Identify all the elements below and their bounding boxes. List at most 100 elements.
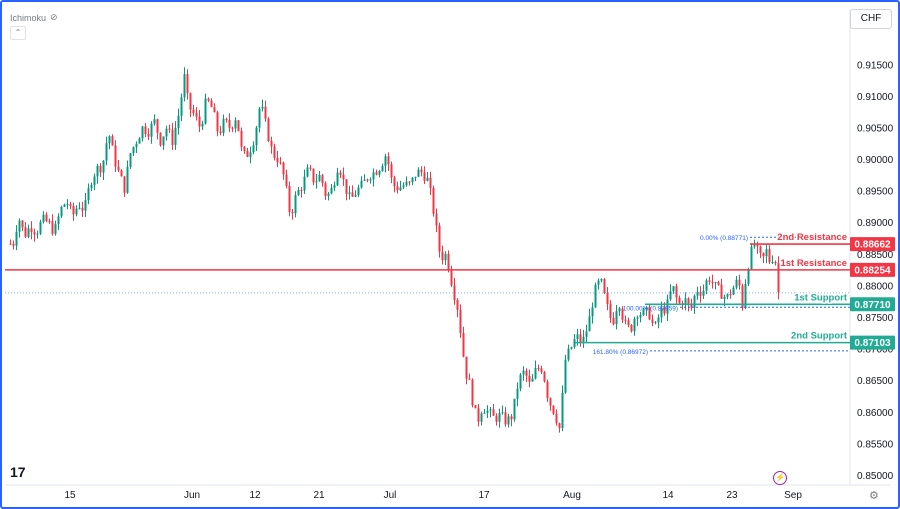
indicator-legend[interactable]: Ichimoku ⊘ bbox=[10, 12, 58, 23]
candle-body bbox=[594, 284, 597, 308]
level-price-tag bbox=[850, 335, 895, 350]
candle-body bbox=[195, 113, 198, 117]
candle-body bbox=[375, 172, 378, 175]
y-tick-label: 0.87500 bbox=[857, 313, 894, 324]
candle-body bbox=[702, 290, 705, 296]
eye-off-icon[interactable]: ⊘ bbox=[50, 12, 58, 22]
candle-body bbox=[105, 143, 108, 161]
candle-body bbox=[435, 213, 438, 226]
candle-body bbox=[363, 179, 366, 181]
candle-body bbox=[18, 220, 21, 232]
candle-body bbox=[747, 269, 750, 284]
candle-body bbox=[216, 112, 219, 132]
candle-body bbox=[759, 246, 762, 253]
candle-body bbox=[450, 269, 453, 286]
currency-button[interactable]: CHF bbox=[850, 9, 892, 29]
candle-body bbox=[543, 372, 546, 382]
candle-body bbox=[618, 308, 621, 312]
candle-body bbox=[468, 378, 471, 380]
candle-body bbox=[492, 409, 495, 416]
candle-body bbox=[546, 381, 549, 399]
candle-body bbox=[588, 316, 591, 332]
y-tick-label: 0.91500 bbox=[857, 60, 894, 71]
candle-body bbox=[183, 74, 186, 98]
candle-body bbox=[48, 221, 51, 223]
candle-body bbox=[756, 245, 759, 247]
x-tick-label: Aug bbox=[563, 490, 581, 501]
candle-body bbox=[309, 167, 312, 169]
candle-body bbox=[768, 249, 771, 263]
candle-body bbox=[297, 189, 300, 196]
candle-body bbox=[72, 205, 75, 215]
candle-body bbox=[582, 336, 585, 343]
fib-level-label: 0.00% (0.88771) bbox=[700, 235, 748, 242]
candle-body bbox=[249, 152, 252, 157]
x-tick-label: 14 bbox=[662, 490, 674, 501]
candle-body bbox=[75, 208, 78, 215]
candle-body bbox=[165, 128, 168, 137]
candle-body bbox=[336, 172, 339, 186]
candle-body bbox=[111, 136, 114, 146]
candle-body bbox=[171, 129, 174, 145]
level-label: 1st Support bbox=[794, 292, 848, 303]
candle-body bbox=[162, 136, 165, 146]
candle-body bbox=[645, 306, 648, 310]
candle-body bbox=[123, 176, 126, 193]
candle-body bbox=[495, 415, 498, 422]
candle-body bbox=[612, 317, 615, 325]
candle-body bbox=[276, 157, 279, 163]
candle-body bbox=[534, 367, 537, 379]
x-tick-label: 12 bbox=[249, 490, 261, 501]
candle-body bbox=[186, 74, 189, 94]
indicator-label[interactable]: Ichimoku bbox=[10, 12, 47, 23]
candle-body bbox=[765, 249, 768, 257]
candle-body bbox=[411, 177, 414, 183]
candle-body bbox=[54, 224, 57, 234]
candle-body bbox=[267, 118, 270, 142]
candle-body bbox=[432, 187, 435, 214]
candle-body bbox=[141, 126, 144, 139]
flash-icon[interactable]: ⚡ bbox=[773, 471, 787, 485]
candle-body bbox=[510, 416, 513, 420]
candle-body bbox=[177, 115, 180, 128]
candle-body bbox=[225, 119, 228, 121]
candle-body bbox=[168, 128, 171, 130]
candle-body bbox=[714, 282, 717, 284]
candle-body bbox=[393, 177, 396, 187]
candle-body bbox=[537, 367, 540, 369]
candle-body bbox=[339, 172, 342, 175]
candle-body bbox=[33, 232, 36, 235]
candle-body bbox=[234, 120, 237, 129]
level-price-tag bbox=[850, 262, 895, 277]
settings-icon[interactable]: ⚙ bbox=[869, 490, 879, 502]
y-tick-label: 0.89000 bbox=[857, 218, 894, 229]
candle-body bbox=[654, 322, 657, 324]
candle-body bbox=[465, 356, 468, 379]
candle-body bbox=[42, 214, 45, 222]
candle-body bbox=[777, 263, 780, 293]
tradingview-logo: 17 bbox=[10, 464, 26, 480]
candle-body bbox=[147, 133, 150, 137]
candle-body bbox=[126, 166, 129, 193]
candle-body bbox=[243, 146, 246, 151]
candle-body bbox=[399, 187, 402, 191]
candle-body bbox=[600, 279, 603, 281]
x-tick-label: 21 bbox=[313, 490, 325, 501]
candle-body bbox=[720, 284, 723, 299]
candle-body bbox=[738, 279, 741, 286]
candle-body bbox=[585, 331, 588, 337]
candle-body bbox=[558, 423, 561, 429]
candle-body bbox=[159, 132, 162, 146]
candle-body bbox=[87, 188, 90, 201]
y-tick-label: 0.90500 bbox=[857, 123, 894, 134]
candle-body bbox=[627, 320, 630, 326]
collapse-legend-button[interactable]: ⌃ bbox=[10, 26, 26, 40]
candle-body bbox=[603, 279, 606, 294]
candle-body bbox=[342, 174, 345, 180]
candle-body bbox=[501, 412, 504, 414]
level-price-tag bbox=[850, 297, 895, 312]
candle-body bbox=[630, 325, 633, 332]
candle-body bbox=[96, 165, 99, 177]
